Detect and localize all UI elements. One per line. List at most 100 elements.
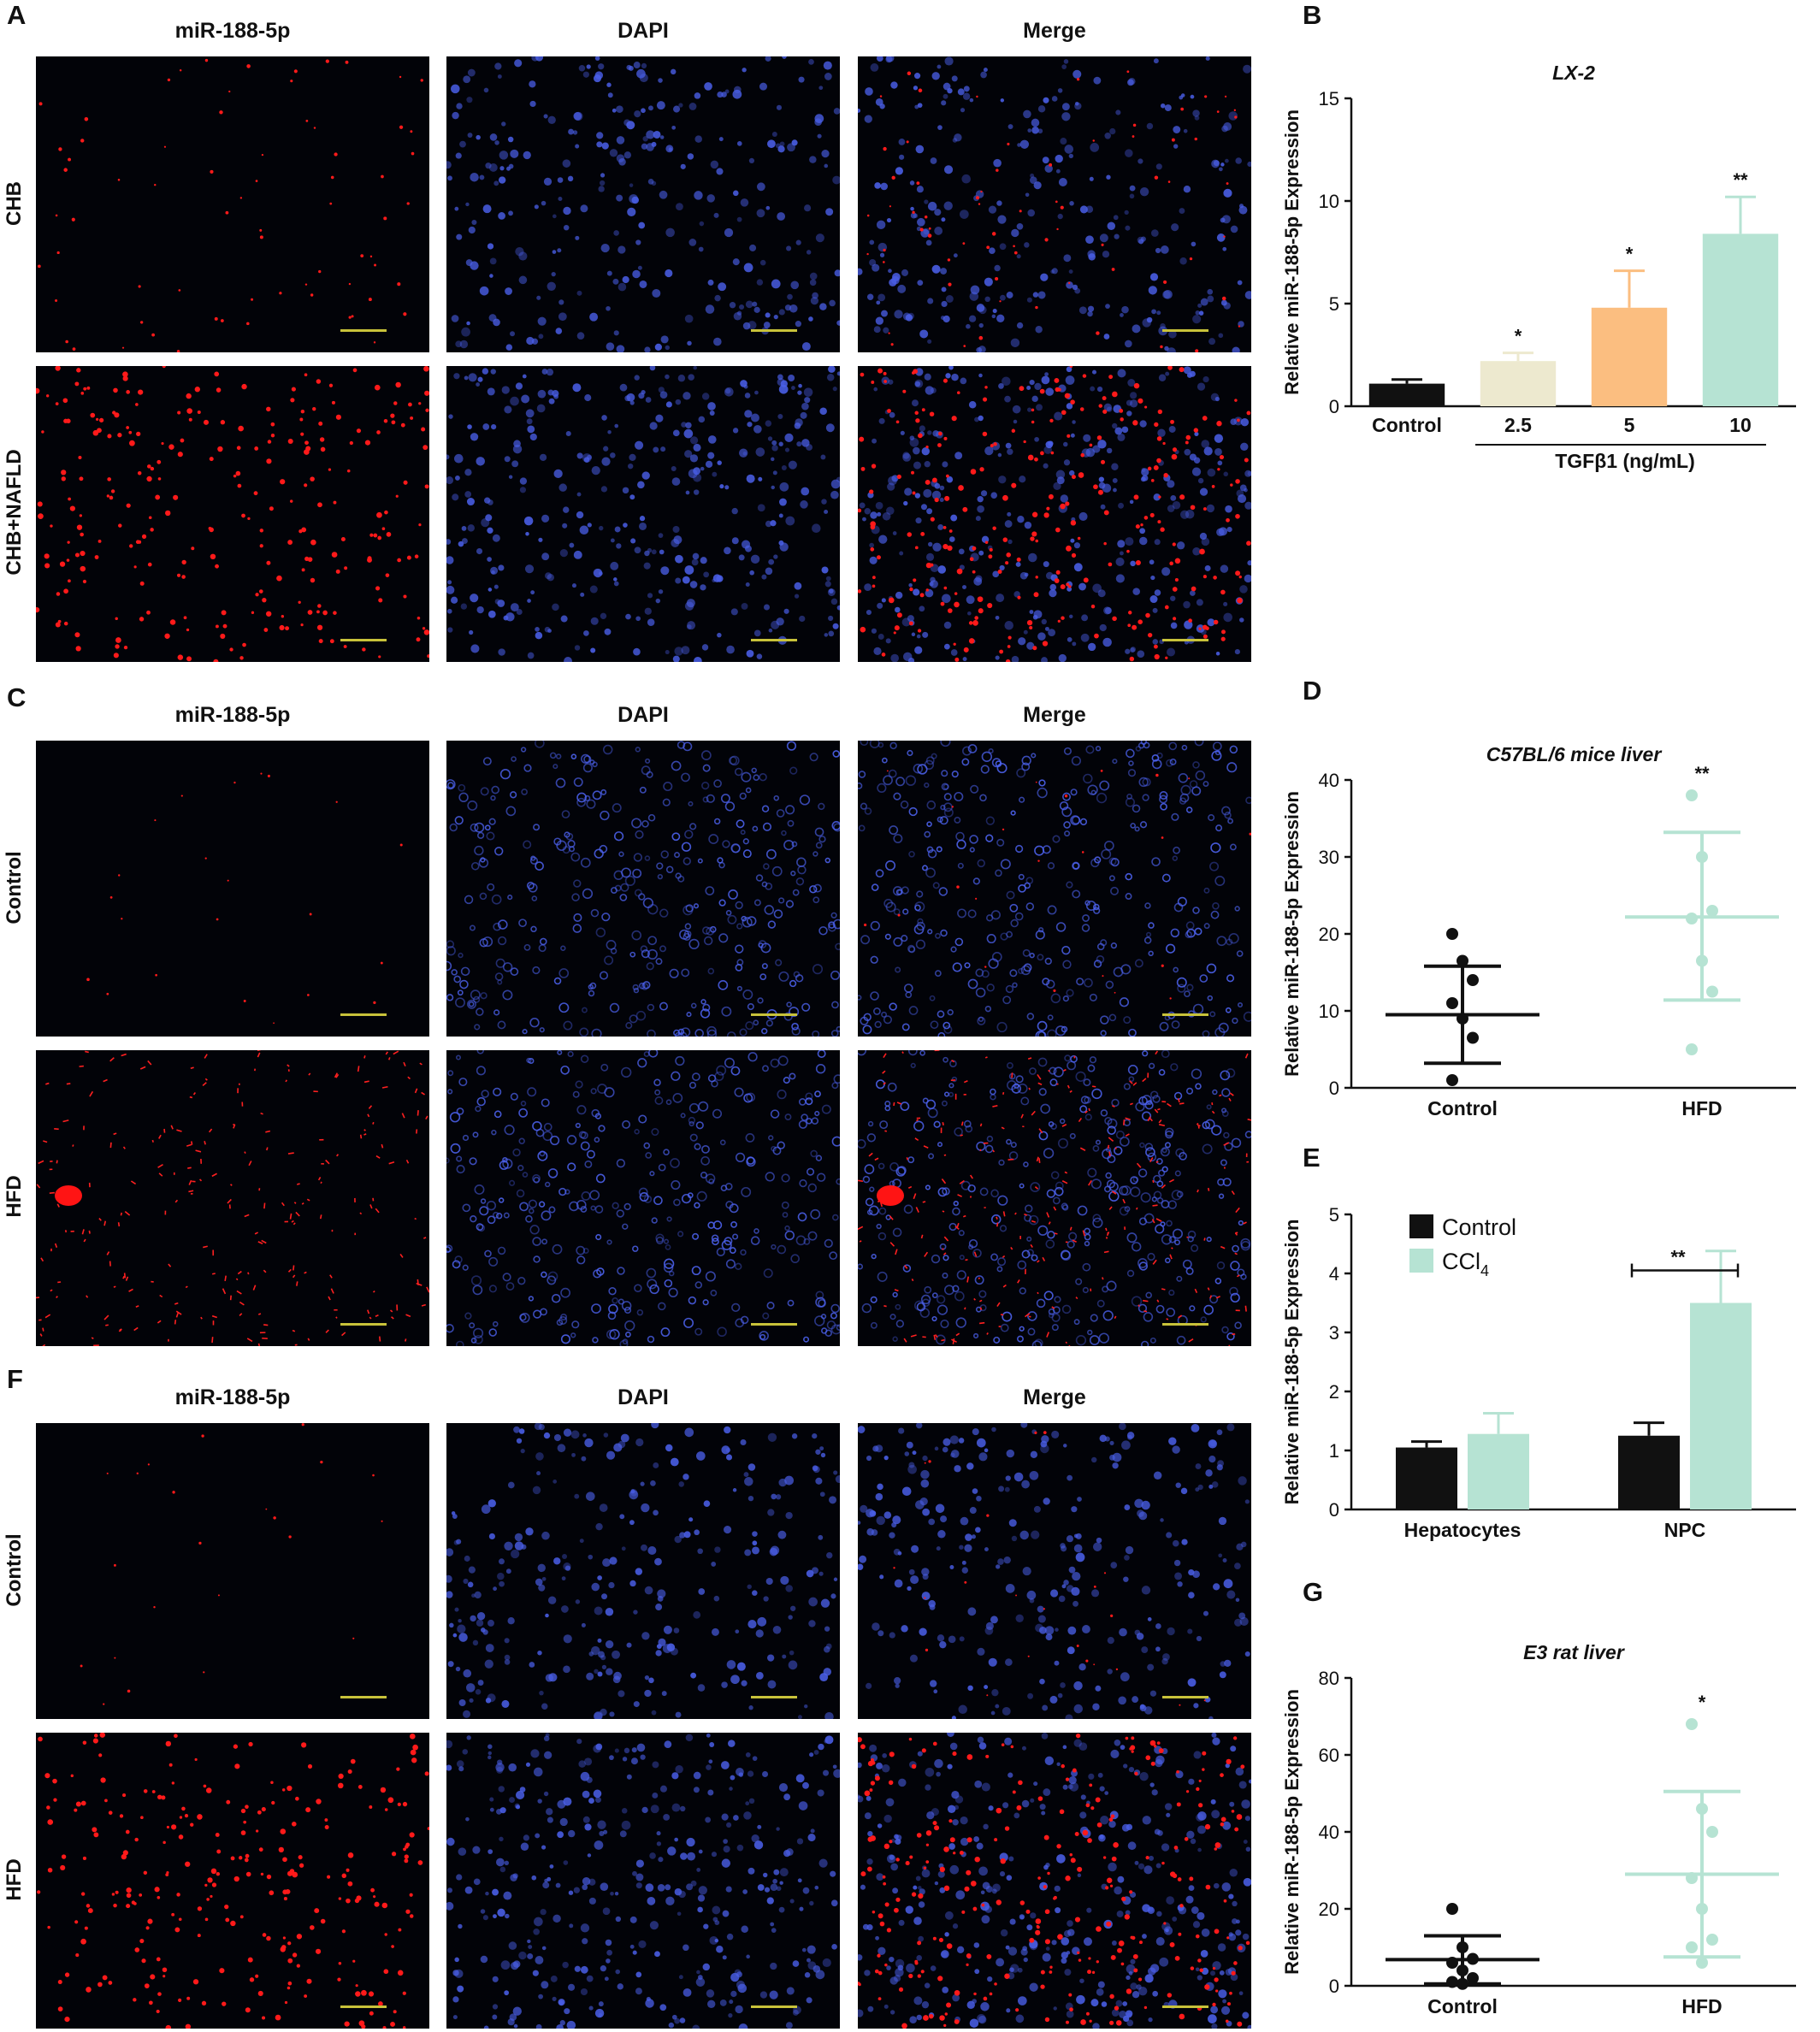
- col-title-dapi: DAPI: [618, 19, 669, 43]
- scale-bar: [1162, 2005, 1208, 2008]
- y-tick-label: 5: [1329, 1204, 1339, 1226]
- x-tick-label: Hepatocytes: [1404, 1519, 1522, 1541]
- micrograph-texture: [858, 1050, 1251, 1346]
- scale-bar: [1162, 1323, 1208, 1326]
- row-label-hfd: HFD: [3, 1858, 26, 1901]
- micrograph-c-control-mir: [36, 741, 429, 1037]
- scale-bar: [1162, 329, 1208, 332]
- chart-title: C57BL/6 mice liver: [1486, 743, 1663, 765]
- nuclei: [858, 1733, 1251, 2029]
- bar: [1396, 1447, 1457, 1509]
- data-point: [1686, 789, 1698, 801]
- col-title-merge: Merge: [1023, 703, 1086, 727]
- data-point: [1457, 1964, 1468, 1976]
- signal-dots: [893, 1431, 1206, 1706]
- panel-f-letter: F: [7, 1364, 23, 1394]
- scale-bar: [340, 639, 387, 641]
- data-point: [1696, 1957, 1708, 1969]
- micrograph-a-chb-merge: [858, 56, 1251, 352]
- panel-c-letter: C: [7, 682, 27, 712]
- micrograph-a-chb-mir: [36, 56, 429, 352]
- micrograph-c-control-dapi: [446, 741, 840, 1037]
- micrograph-f-hfd-dapi: [446, 1733, 840, 2029]
- chart-d: 0 10 20 30 40 Relative miR-188-5p Expression C…: [1281, 710, 1813, 1133]
- bar: [1368, 383, 1445, 406]
- micrograph-f-control-mir: [36, 1423, 429, 1719]
- data-point: [1706, 1934, 1718, 1946]
- micrograph-texture: [858, 1733, 1251, 2029]
- chart-title: E3 rat liver: [1523, 1641, 1625, 1663]
- y-tick-label: 0: [1329, 1078, 1339, 1099]
- data-point: [1696, 1903, 1708, 1915]
- micrograph-texture: [36, 1050, 429, 1346]
- micrograph-texture: [858, 56, 1251, 352]
- col-title-mir: miR-188-5p: [174, 1385, 291, 1409]
- bar: [1468, 1433, 1529, 1509]
- data-point: [1686, 1718, 1698, 1730]
- signal-dots: [858, 1050, 1251, 1346]
- data-point: [1706, 1826, 1718, 1838]
- data-point: [1467, 1031, 1479, 1044]
- scale-bar: [1162, 1696, 1208, 1698]
- micrograph-f-control-merge: [858, 1423, 1251, 1719]
- signal-dots: [38, 58, 423, 352]
- scale-bar: [340, 2005, 387, 2008]
- col-title-dapi: DAPI: [618, 703, 669, 727]
- panel-b-letter: B: [1303, 0, 1322, 30]
- significance-mark: *: [1626, 244, 1634, 265]
- bar: [1702, 233, 1779, 406]
- chart-b: 0 5 10 15 Relative miR-188-5p Expression LX-2…: [1281, 34, 1813, 483]
- significance-mark: **: [1670, 1247, 1686, 1268]
- micrograph-texture: [36, 366, 429, 662]
- panel-d-letter: D: [1303, 676, 1322, 706]
- scale-bar: [340, 1013, 387, 1016]
- nuclei: [858, 1423, 1250, 1719]
- chart-g: 0 20 40 60 80 Relative miR-188-5p Expression E…: [1281, 1608, 1813, 2031]
- data-point: [1446, 997, 1458, 1009]
- data-point: [1686, 1941, 1698, 1953]
- micrograph-texture: [858, 1423, 1250, 1719]
- col-title-merge: Merge: [1023, 19, 1086, 43]
- significance-mark: **: [1733, 169, 1748, 191]
- chart-title: LX-2: [1552, 62, 1595, 84]
- nuclei: [858, 1050, 1251, 1346]
- data-point: [1706, 905, 1718, 917]
- micrograph-a-nafld-merge: [858, 366, 1251, 662]
- data-point: [1467, 1972, 1479, 1984]
- col-title-dapi: DAPI: [618, 1385, 669, 1409]
- y-tick-label: 15: [1319, 88, 1339, 109]
- panel-e-letter: E: [1303, 1143, 1321, 1173]
- data-point: [1706, 985, 1718, 998]
- y-tick-label: 40: [1319, 770, 1339, 791]
- micrograph-texture: [446, 56, 840, 352]
- micrograph-texture: [38, 58, 423, 352]
- scale-bar: [340, 1323, 387, 1326]
- y-tick-label: 3: [1329, 1322, 1339, 1344]
- micrograph-c-control-merge: [858, 741, 1251, 1037]
- col-title-mir: miR-188-5p: [174, 703, 291, 727]
- y-axis-label: Relative miR-188-5p Expression: [1283, 109, 1303, 395]
- bar: [1480, 361, 1557, 406]
- micrograph-texture: [858, 366, 1251, 662]
- nuclei: [446, 1423, 840, 1719]
- x-tick-label: HFD: [1681, 1995, 1722, 2017]
- y-tick-label: 0: [1329, 1499, 1339, 1521]
- y-tick-label: 10: [1319, 191, 1339, 212]
- y-tick-label: 40: [1319, 1822, 1339, 1843]
- significance-mark: *: [1699, 1692, 1706, 1713]
- y-tick-label: 5: [1329, 293, 1339, 315]
- micrograph-c-hfd-merge: [858, 1050, 1251, 1346]
- y-axis-label: Relative miR-188-5p Expression: [1283, 791, 1303, 1077]
- chart-b-svg: 0 5 10 15 Relative miR-188-5p Expression LX-2…: [1281, 62, 1796, 472]
- x-tick-label: 5: [1624, 414, 1635, 436]
- data-point: [1467, 1952, 1479, 1965]
- data-point: [1446, 1976, 1458, 1988]
- signal-dots: [86, 772, 403, 1025]
- data-point: [1446, 1957, 1458, 1969]
- data-point: [1686, 1043, 1698, 1055]
- x-tick-label: Control: [1427, 1995, 1498, 2017]
- micrograph-f-control-dapi: [446, 1423, 840, 1719]
- scale-bar: [751, 329, 797, 332]
- signal-dots: [858, 1733, 1250, 2029]
- micrograph-texture: [446, 741, 840, 1037]
